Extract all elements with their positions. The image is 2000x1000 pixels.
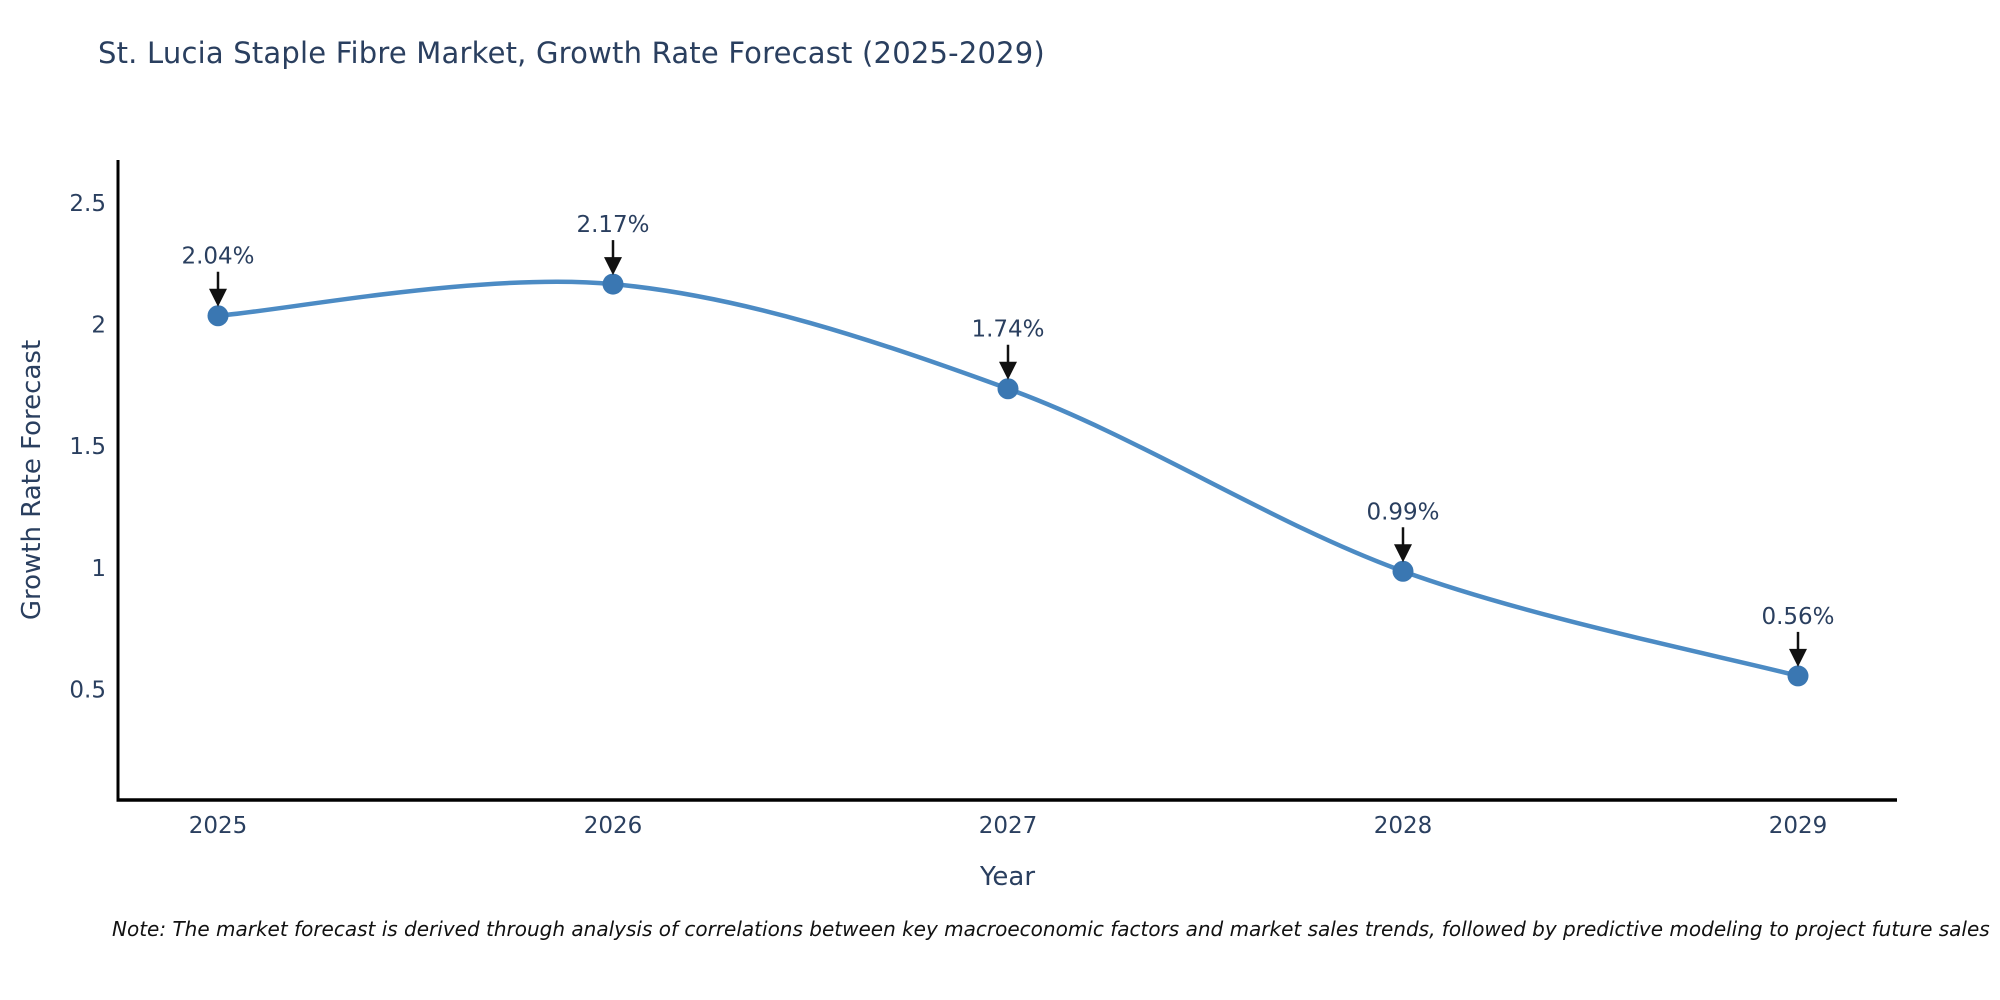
point-label-2028: 0.99% [1366,499,1439,525]
data-point-2027[interactable] [997,378,1019,400]
annotation-arrowhead [604,257,622,276]
point-label-2029: 0.56% [1761,604,1834,630]
point-label-2025: 2.04% [181,244,254,270]
chart-title: St. Lucia Staple Fibre Market, Growth Ra… [98,36,1045,70]
data-point-2028[interactable] [1392,560,1414,582]
y-tick-label: 1.5 [69,434,106,460]
point-label-2027: 1.74% [971,317,1044,343]
x-tick-label-2026: 2026 [584,813,643,839]
annotation-arrowhead [209,288,227,307]
x-axis-title: Year [979,862,1036,892]
data-point-2026[interactable] [602,273,624,295]
annotation-arrowhead [1394,544,1412,563]
data-point-2025[interactable] [207,305,229,327]
footnote: Note: The market forecast is derived thr… [112,917,1990,941]
x-tick-label-2025: 2025 [189,813,248,839]
y-tick-label: 2.5 [69,191,106,217]
y-axis-title: Growth Rate Forecast [17,339,47,621]
y-tick-label: 1 [91,556,106,582]
x-tick-label-2027: 2027 [979,813,1038,839]
y-tick-label: 2 [91,312,106,338]
x-tick-label-2029: 2029 [1769,813,1828,839]
data-point-2029[interactable] [1787,665,1809,687]
annotation-arrowhead [999,361,1017,380]
y-tick-label: 0.5 [69,677,106,703]
x-tick-label-2028: 2028 [1374,813,1433,839]
annotation-arrowhead [1789,648,1807,667]
point-label-2026: 2.17% [576,212,649,238]
